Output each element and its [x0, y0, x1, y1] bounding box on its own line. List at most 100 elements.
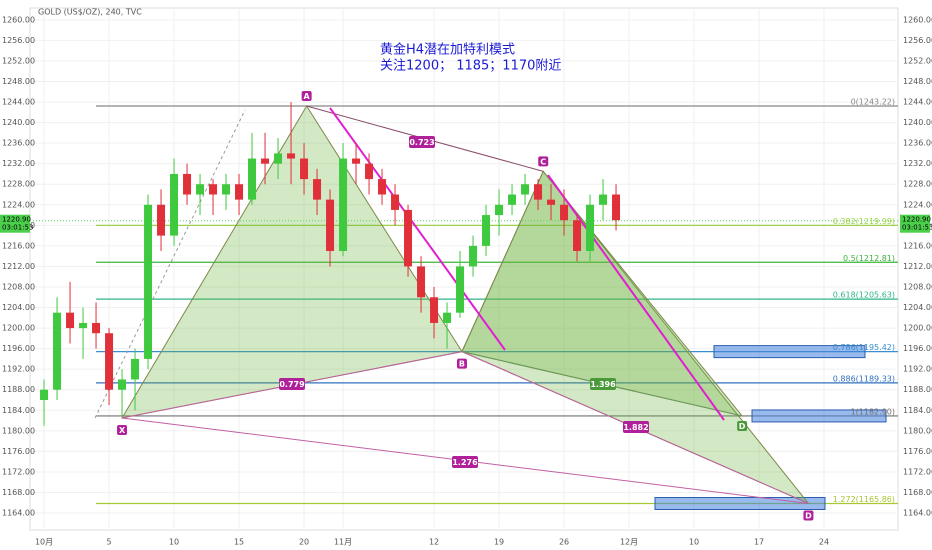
candle-body [417, 266, 426, 298]
candle-body [287, 153, 296, 159]
countdown-label: 03:01:53 [902, 224, 932, 232]
x-tick-label: 10 [689, 538, 699, 547]
ratio-label: 1.276 [452, 458, 478, 467]
y-tick-label: 1208.00 [903, 282, 932, 291]
y-tick-label: 1216.00 [903, 241, 932, 250]
point-label: B [459, 360, 465, 369]
fib-label: 0.786(1195.42) [833, 343, 895, 352]
y-tick-label: 1192.00 [2, 365, 35, 374]
y-tick-label: 1228.00 [903, 180, 932, 189]
point-label: D [805, 511, 812, 520]
candle-body [274, 153, 283, 164]
candle-body [235, 184, 244, 200]
y-tick-label: 1248.00 [2, 77, 35, 86]
x-tick-label: 26 [559, 538, 569, 547]
y-tick-label: 1216.00 [2, 241, 35, 250]
point-label: X [119, 426, 126, 435]
y-tick-label: 1228.00 [2, 180, 35, 189]
last-price-label: 1220.90 [2, 216, 31, 224]
y-tick-label: 1172.00 [2, 467, 35, 476]
candle-body [209, 184, 218, 195]
x-tick-label: 15 [234, 538, 244, 547]
ratio-label: 0.779 [279, 380, 305, 389]
candle-body [352, 158, 361, 164]
candle-body [157, 204, 166, 236]
x-tick-label: 12 [429, 538, 439, 547]
y-tick-label: 1188.00 [903, 385, 932, 394]
last-price-label: 1220.90 [902, 216, 931, 224]
ratio-label: 1.882 [623, 423, 648, 432]
countdown-label: 03:01:53 [2, 224, 33, 232]
candle-body [378, 179, 387, 195]
trend-line [329, 107, 506, 351]
y-tick-label: 1164.00 [903, 509, 932, 518]
y-tick-label: 1236.00 [903, 139, 932, 148]
annotation: 关注1200； 1185；1170附近 [380, 59, 561, 74]
candle-body [66, 312, 75, 329]
candle-body [612, 194, 621, 221]
y-tick-label: 1204.00 [903, 303, 932, 312]
candle-body [170, 173, 179, 236]
x-tick-label: 20 [299, 538, 309, 547]
y-tick-label: 1192.00 [903, 365, 932, 374]
point-label: A [304, 92, 311, 101]
candle-body [482, 215, 491, 246]
point-badge [803, 510, 814, 521]
y-tick-label: 1180.00 [2, 426, 35, 435]
point-label: D [739, 422, 746, 431]
x-tick-label: 10月 [35, 538, 53, 547]
y-tick-label: 1168.00 [2, 488, 35, 497]
y-tick-label: 1200.00 [903, 324, 932, 333]
ratio-badge [590, 378, 616, 390]
y-tick-label: 1252.00 [2, 56, 35, 65]
y-tick-label: 1224.00 [2, 200, 35, 209]
ratio-badge [623, 421, 649, 433]
candle-body [261, 158, 270, 164]
candle-body [131, 358, 140, 380]
candle-body [508, 194, 517, 205]
candle-body [118, 379, 127, 390]
y-tick-label: 1208.00 [2, 282, 35, 291]
candle-body [300, 158, 309, 180]
candle-body [196, 184, 205, 195]
y-tick-label: 1224.00 [903, 200, 932, 209]
candle-body [326, 199, 335, 252]
y-tick-label: 1204.00 [2, 303, 35, 312]
price-badge [0, 214, 30, 233]
price-badge [900, 214, 930, 233]
y-tick-label: 1244.00 [903, 98, 932, 107]
zone-box [713, 345, 866, 359]
point-badge [117, 424, 128, 435]
ratio-label: 0.723 [409, 138, 434, 147]
y-tick-label: 1212.00 [903, 262, 932, 271]
x-tick-label: 17 [754, 538, 764, 547]
point-badge [301, 91, 312, 102]
y-tick-label: 1240.00 [2, 118, 35, 127]
ratio-badge [452, 456, 478, 468]
y-tick-label: 1200.00 [2, 324, 35, 333]
y-tick-label: 1256.00 [2, 36, 35, 45]
x-tick-label: 24 [819, 538, 829, 547]
candle-body [430, 297, 439, 323]
candle-body [92, 322, 101, 334]
point-badge [456, 358, 467, 369]
y-tick-label: 1188.00 [2, 385, 35, 394]
fib-label: 0.5(1212.81) [843, 254, 895, 263]
candle-body [144, 204, 153, 359]
candle-body [599, 194, 608, 205]
y-tick-label: 1164.00 [2, 509, 35, 518]
candle-body [443, 312, 452, 323]
x-tick-label: 5 [106, 538, 111, 547]
candle-body [79, 322, 88, 329]
y-tick-label: 1176.00 [2, 447, 35, 456]
candle-body [53, 312, 62, 390]
point-badge [737, 420, 748, 431]
candle-body [365, 163, 374, 180]
plot-border [29, 7, 899, 531]
x-tick-label: 12月 [620, 538, 638, 547]
y-tick-label: 1168.00 [903, 488, 932, 497]
candle-body [183, 173, 192, 195]
y-tick-label: 1196.00 [2, 344, 35, 353]
candle-body [313, 179, 322, 200]
